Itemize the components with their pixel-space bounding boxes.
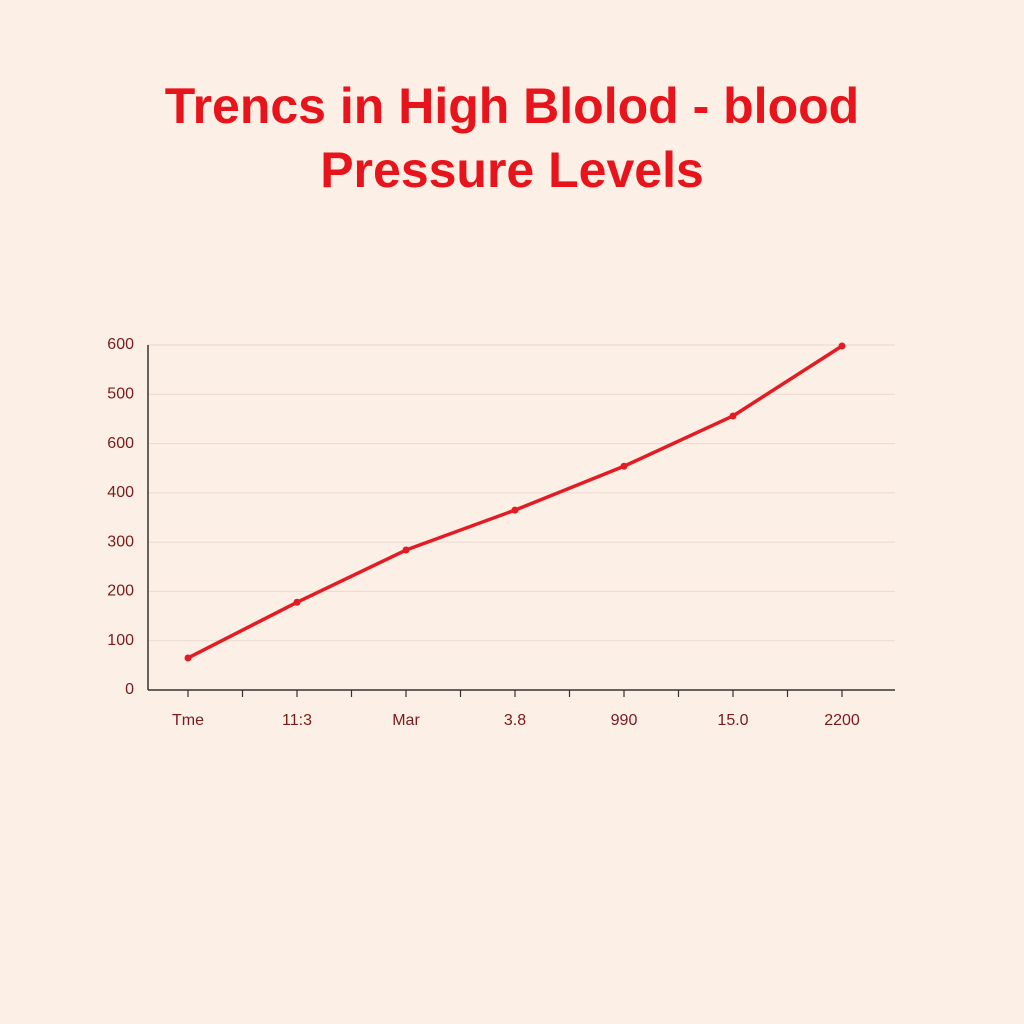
x-tick-label: 990	[611, 712, 638, 729]
data-point	[729, 412, 737, 420]
data-point	[402, 546, 410, 554]
y-tick-label: 200	[107, 583, 134, 600]
y-tick-label: 400	[107, 484, 134, 501]
x-tick-label: 11:3	[282, 712, 312, 729]
y-tick-label: 500	[107, 386, 134, 403]
data-point	[293, 598, 301, 606]
x-tick-label: 3.8	[504, 712, 526, 729]
x-tick-label: 15.0	[717, 712, 748, 729]
data-point	[838, 342, 846, 350]
data-point	[184, 654, 192, 662]
data-line	[186, 344, 844, 660]
y-tick-label: 600	[107, 435, 134, 452]
y-tick-label: 600	[107, 336, 134, 353]
chart-title: Trencs in High Blolod - blood Pressure L…	[164, 78, 860, 198]
x-tick-label: Tme	[172, 712, 204, 729]
data-point	[620, 462, 628, 470]
x-tick-label: 2200	[824, 712, 860, 729]
y-tick-label: 300	[107, 533, 134, 550]
y-tick-label: 0	[125, 681, 134, 698]
x-tick-label: Mar	[392, 712, 420, 729]
y-tick-label: 100	[107, 632, 134, 649]
data-point	[511, 506, 519, 514]
